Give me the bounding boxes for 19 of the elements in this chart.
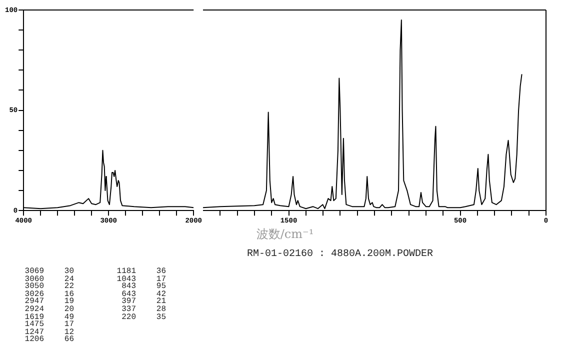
text: 3050 22 — [24, 282, 74, 292]
text: 337 28 — [122, 304, 166, 314]
text: 1619 49 — [24, 312, 74, 322]
text: 3060 24 — [24, 274, 74, 284]
text: RM-01-02160 : 4880A.200M.POWDER — [246, 249, 434, 260]
text: 397 21 — [122, 297, 166, 306]
text: 3069 30 — [24, 267, 74, 276]
x-axis-title: 波数/cm⁻¹ — [255, 226, 315, 243]
text: 643 42 — [122, 290, 166, 299]
text: 3026 16 — [24, 290, 74, 299]
text: 1206 66 — [24, 335, 74, 344]
text: 1043 17 — [116, 274, 166, 284]
text: 220 35 — [122, 312, 166, 322]
text: 1475 17 — [24, 320, 74, 330]
text: 1181 36 — [116, 267, 166, 276]
text: 2947 19 — [24, 297, 74, 306]
text: 2924 20 — [24, 304, 74, 314]
text: 1247 12 — [24, 328, 74, 337]
text: 843 95 — [122, 282, 166, 292]
